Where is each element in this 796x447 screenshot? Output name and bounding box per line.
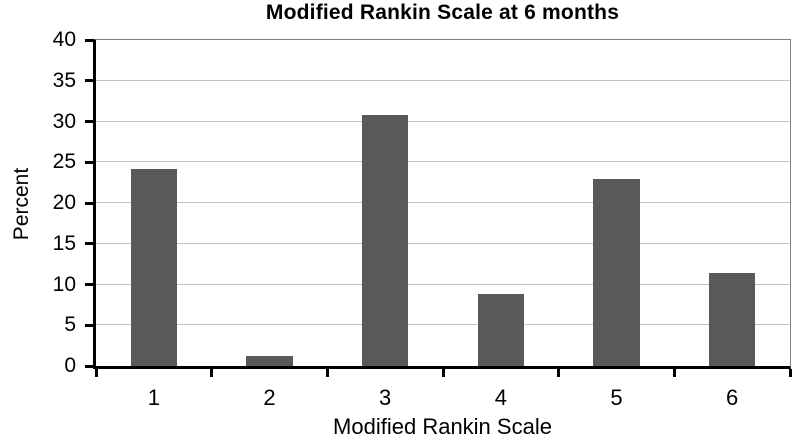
gridline: [96, 283, 790, 285]
x-axis-tick: [94, 369, 98, 377]
y-axis-tick: [85, 364, 93, 368]
y-tick-label: 15: [52, 231, 76, 255]
x-tick-label: 6: [726, 385, 739, 410]
x-tick-label: 4: [494, 385, 507, 410]
plot-area: 0 5 10 15 20 25 30 35 40 1 2 3 4 5 6: [53, 29, 792, 410]
chart-title: Modified Rankin Scale at 6 months: [265, 1, 620, 24]
x-axis-title: Modified Rankin Scale: [333, 414, 552, 439]
y-axis-tick: [85, 120, 93, 123]
y-axis-tick: [85, 79, 93, 83]
bar-mrs-2: [246, 356, 293, 366]
y-tick-label: 10: [52, 272, 76, 296]
y-tick-label: 35: [52, 68, 76, 92]
x-axis-tick: [788, 369, 792, 377]
y-tick-label: 20: [52, 191, 76, 214]
y-axis-tick: [85, 38, 93, 42]
gridline: [96, 324, 790, 326]
x-axis-tick: [441, 369, 445, 377]
x-tick-label: 5: [610, 385, 623, 410]
gridline: [96, 120, 790, 122]
y-tick-label: 5: [64, 313, 76, 337]
y-tick-label: 30: [52, 109, 76, 133]
x-axis-tick: [557, 369, 561, 377]
bar-mrs-1: [130, 168, 177, 366]
y-tick-label: 0: [64, 354, 76, 377]
y-axis-tick: [85, 323, 93, 327]
y-axis-tick: [85, 242, 93, 246]
x-axis-tick: [325, 369, 329, 377]
bar-mrs-5: [593, 178, 640, 366]
x-tick-label: 2: [263, 385, 276, 410]
bar-mrs-3: [362, 114, 409, 366]
y-axis-tick: [85, 283, 93, 286]
x-tick-label: 3: [379, 385, 392, 410]
x-tick-label: 1: [147, 385, 160, 410]
gridline: [96, 242, 790, 244]
bar-mrs-6: [709, 273, 756, 366]
x-axis-tick: [210, 369, 214, 377]
y-tick-label: 40: [52, 28, 76, 51]
x-axis-tick: [672, 369, 676, 377]
gridline: [96, 161, 790, 163]
y-axis-tick: [85, 160, 93, 164]
y-tick-label: 25: [52, 150, 76, 174]
y-axis-tick: [85, 201, 93, 205]
bar-mrs-4: [477, 294, 524, 366]
gridline: [96, 79, 790, 81]
gridline: [96, 202, 790, 203]
